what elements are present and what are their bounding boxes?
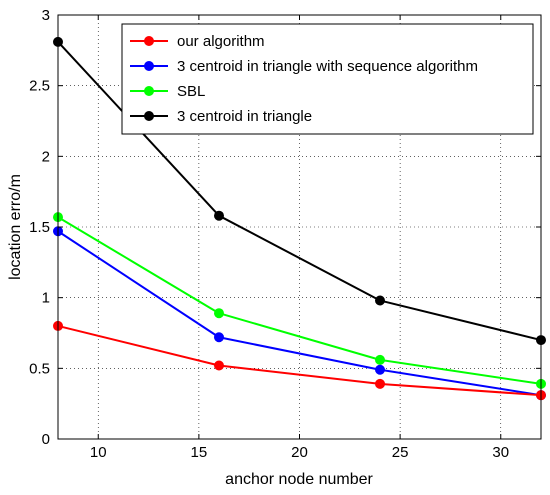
legend-swatch-marker bbox=[144, 111, 154, 121]
series-layer bbox=[53, 36, 546, 401]
legend-box bbox=[121, 23, 534, 135]
legend-swatch-marker bbox=[144, 86, 154, 96]
x-axis-title: anchor node number bbox=[225, 471, 373, 488]
legend-swatch-marker bbox=[144, 61, 154, 71]
y-tick-label: 3 bbox=[42, 7, 50, 24]
data-point bbox=[375, 295, 385, 306]
legend-label: our algorithm bbox=[177, 33, 265, 50]
legend-label: 3 centroid in triangle bbox=[177, 108, 312, 125]
data-point bbox=[375, 354, 385, 365]
data-point bbox=[214, 308, 224, 319]
data-point bbox=[375, 364, 385, 375]
y-tick-label: 0.5 bbox=[29, 360, 50, 377]
series-line bbox=[57, 230, 542, 397]
tick-labels: 10 15 20 25 30 0 0.5 1 1.5 2 2.5 3 bbox=[29, 7, 509, 461]
x-tick-label: 10 bbox=[90, 444, 107, 461]
series-line bbox=[57, 324, 542, 397]
y-tick-label: 1 bbox=[42, 290, 50, 307]
series-line bbox=[57, 216, 542, 385]
data-point bbox=[375, 378, 385, 389]
y-tick-label: 2 bbox=[42, 148, 50, 165]
legend-swatch-marker bbox=[144, 36, 154, 46]
data-point bbox=[214, 210, 224, 221]
y-axis-title: location erro/m bbox=[7, 174, 24, 280]
legend-label: 3 centroid in triangle with sequence alg… bbox=[177, 58, 478, 75]
y-tick-label: 1.5 bbox=[29, 219, 50, 236]
y-tick-label: 2.5 bbox=[29, 78, 50, 95]
x-tick-label: 15 bbox=[191, 444, 208, 461]
x-tick-label: 25 bbox=[392, 444, 409, 461]
x-tick-label: 20 bbox=[291, 444, 308, 461]
legend: our algorithm 3 centroid in triangle with… bbox=[121, 23, 534, 135]
x-tick-label: 30 bbox=[492, 444, 509, 461]
data-point bbox=[214, 332, 224, 343]
legend-label: SBL bbox=[177, 83, 205, 100]
ticks bbox=[58, 14, 541, 440]
data-point bbox=[214, 360, 224, 371]
y-tick-label: 0 bbox=[42, 431, 50, 448]
